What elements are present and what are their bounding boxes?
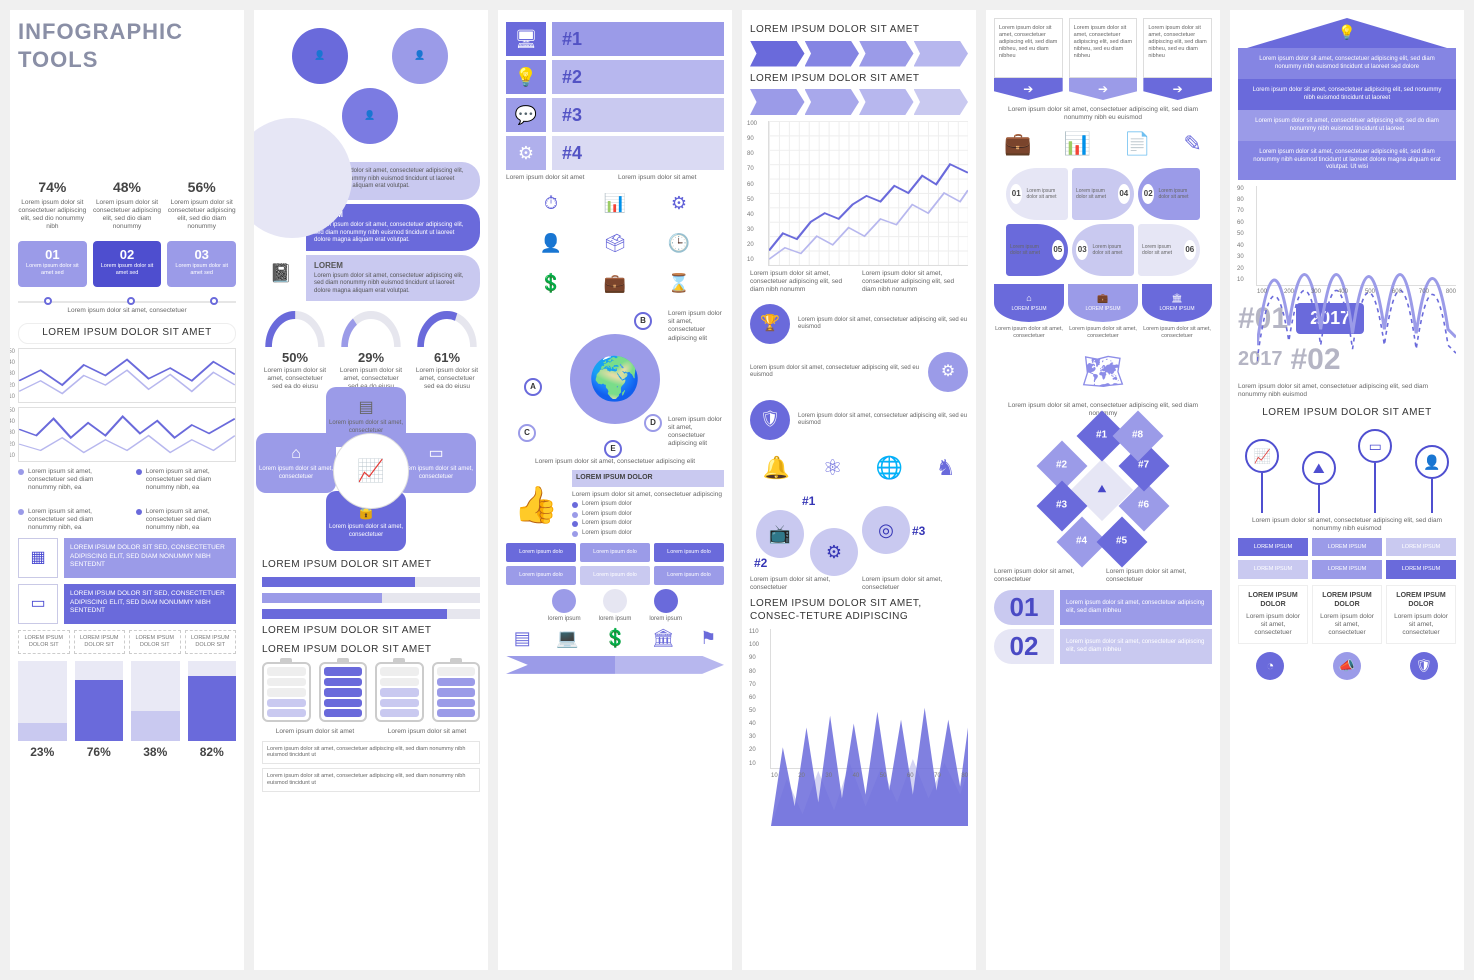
outline-icon: 💼 [1004, 130, 1031, 158]
diamond-diagram: ⛰#1#2#3#4#5#6#7#8 [994, 418, 1212, 568]
symbol-icon: ⚛ [823, 454, 843, 482]
drop: 01Lorem ipsum dolor sit amet [1006, 168, 1068, 220]
battery-icon [375, 662, 424, 722]
column-3: 🖥#1💡#2💬#3⚙#4Lorem ipsum dolor sit ametLo… [498, 10, 732, 970]
grid-icon: ⚙ [652, 188, 706, 218]
column-6: 💡Lorem ipsum dolor sit amet, consectetue… [1230, 10, 1464, 970]
column-2: 👤👤👤📖Lorem ipsum dolor sit amet, consecte… [254, 10, 488, 970]
grid-icon: 💲 [524, 268, 578, 298]
icon-square: ▭ [18, 584, 58, 624]
grid-icon: 💼 [588, 268, 642, 298]
bottom-icon: 💲 [604, 627, 626, 650]
house-diagram: 💡Lorem ipsum dolor sit amet, consectetue… [1238, 18, 1456, 180]
grid-icon: 👤 [524, 228, 578, 258]
mini-line-chart: 5040302010 [18, 407, 236, 462]
vertical-bars: 23%76%38%82% [18, 660, 236, 760]
person-circle-icon: 👤 [292, 28, 348, 84]
timeline-icon: ⚙ [928, 352, 968, 392]
globe-diagram: 🌍ABCDELorem ipsum dolor sit amet, consec… [506, 304, 724, 454]
hash-icon: 💡 [506, 60, 546, 94]
bottom-icon: ▤ [514, 627, 531, 650]
mini-line-chart: 5040302010 [18, 348, 236, 403]
footer-circle-icon: ◔ [1256, 652, 1284, 680]
outline-icon: ✎ [1183, 130, 1201, 158]
main-title: INFOGRAPHIC TOOLS [18, 18, 236, 73]
timeline-icon: 🏆 [750, 304, 790, 344]
battery-icon [432, 662, 481, 722]
column-4: LOREM IPSUM DOLOR SIT AMETLOREM IPSUM DO… [742, 10, 976, 970]
battery-icon [319, 662, 368, 722]
bottom-icon: 💻 [556, 627, 578, 650]
area-chart: 1101009080706050403020101020304050607080 [770, 629, 968, 769]
footer-circle-icon: 📣 [1333, 652, 1361, 680]
person-circle-icon: 👤 [342, 88, 398, 144]
symbol-icon: 🔔 [762, 454, 789, 482]
symbol-icon: 🌐 [875, 454, 902, 482]
battery-icon [262, 662, 311, 722]
outline-icon: 📊 [1064, 130, 1091, 158]
cross-diagram: ⌂Lorem ipsum dolor sit amet, consectetue… [262, 391, 480, 551]
lightbulb-icon: 💡 [1337, 24, 1357, 44]
wave-chart: 9080706050403020101002003004005006007008… [1256, 186, 1456, 286]
bottom-icon: ⚑ [700, 627, 716, 650]
pins: 01Lorem ipsum dolor sit amet sed02Lorem … [18, 241, 236, 287]
drop: 03Lorem ipsum dolor sit amet [1072, 224, 1134, 276]
bar-pct: 74% [18, 179, 87, 197]
bar-chart [18, 79, 236, 169]
column-1: INFOGRAPHIC TOOLS74%Lorem ipsum dolor si… [10, 10, 244, 970]
grid-icon: 🕒 [652, 228, 706, 258]
world-map-icon: 🗺 [994, 344, 1212, 402]
chart-icon: 📈 [333, 433, 409, 509]
grid-icon: ⏱ [524, 188, 578, 218]
line-chart: 100908070605040302010 [768, 121, 968, 266]
icon-square: ▦ [18, 538, 58, 578]
bottom-icon: 🏛 [652, 627, 675, 650]
grid-icon: ⌛ [652, 268, 706, 298]
marker-icon: ⛰ [1302, 451, 1336, 485]
drop: 04Lorem ipsum dolor sit amet [1072, 168, 1134, 220]
bar-pct: 56% [167, 179, 236, 197]
marker-icon: 👤 [1415, 445, 1449, 479]
bar-pct: 48% [93, 179, 162, 197]
gears-diagram: 📺#1⚙#2◎#3 [750, 486, 968, 576]
marker-icon: ▭ [1358, 429, 1392, 463]
drop: 06Lorem ipsum dolor sit amet [1138, 224, 1200, 276]
grid-icon: 📊 [588, 188, 642, 218]
symbol-icon: ♞ [936, 454, 956, 482]
marker-icon: 📈 [1245, 439, 1279, 473]
person-circle-icon: 👤 [392, 28, 448, 84]
drop: 05Lorem ipsum dolor sit amet [1006, 224, 1068, 276]
hash-icon: ⚙ [506, 136, 546, 170]
grid-icon: 🗳 [588, 228, 642, 258]
footer-circle-icon: 🛡 [1410, 652, 1438, 680]
book-icon: 📓 [262, 255, 300, 293]
column-5: Lorem ipsum dolor sit amet, consectetuer… [986, 10, 1220, 970]
thumbs-up-icon: 👍 [506, 470, 566, 539]
drop: 02Lorem ipsum dolor sit amet [1138, 168, 1200, 220]
hash-icon: 💬 [506, 98, 546, 132]
hash-icon: 🖥 [506, 22, 546, 56]
outline-icon: 📄 [1124, 130, 1151, 158]
timeline-icon: 🛡 [750, 400, 790, 440]
